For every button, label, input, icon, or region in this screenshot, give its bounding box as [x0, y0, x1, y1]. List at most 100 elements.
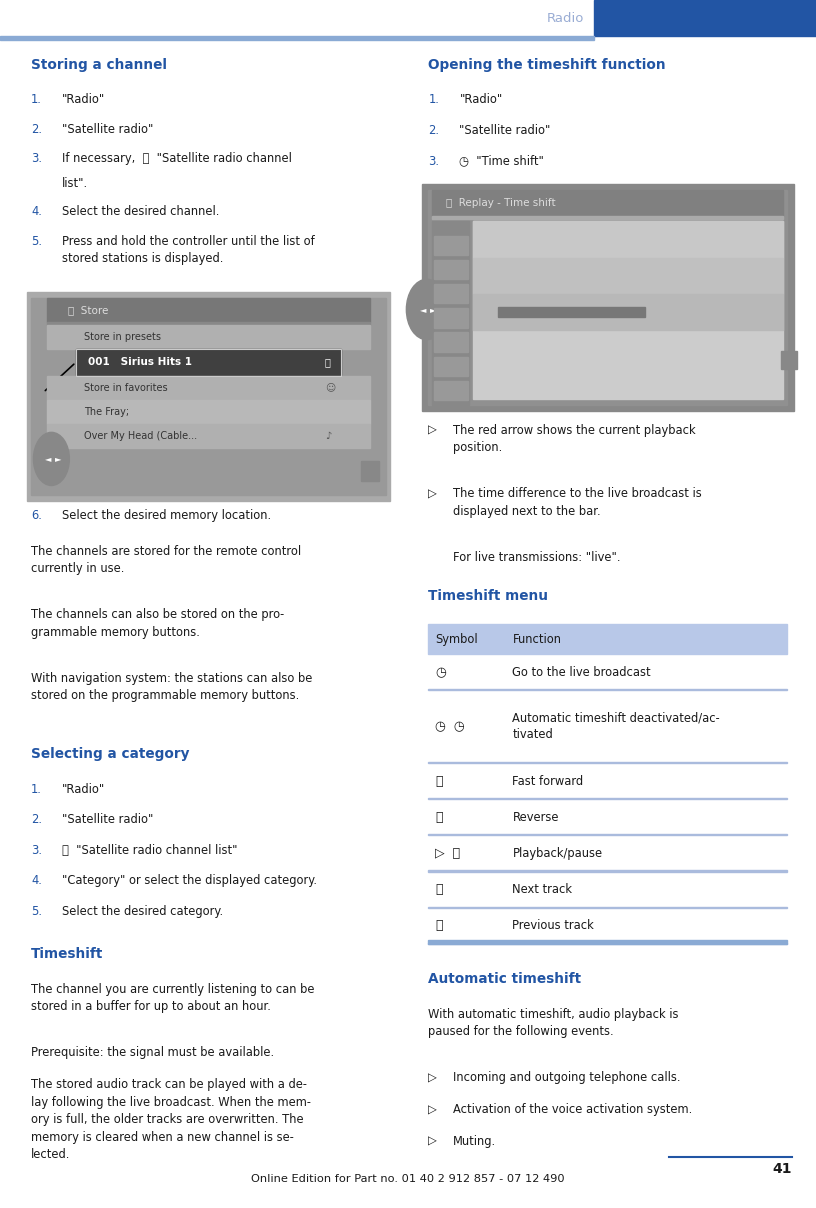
Text: ►: ►	[55, 454, 61, 464]
Text: Chasing Cars: Chasing Cars	[502, 271, 575, 280]
Text: Incoming and outgoing telephone calls.: Incoming and outgoing telephone calls.	[453, 1071, 681, 1085]
Bar	[428, 798, 787, 800]
Text: Select the desired category.: Select the desired category.	[62, 905, 223, 918]
Text: Reverse: Reverse	[512, 811, 559, 824]
Bar	[473, 221, 783, 257]
Bar	[594, 0, 816, 36]
Text: The channels are stored for the remote control
currently in use.: The channels are stored for the remote c…	[31, 545, 301, 575]
Text: Store in presets: Store in presets	[84, 332, 161, 342]
Circle shape	[33, 432, 69, 486]
Bar	[473, 257, 783, 294]
Text: 3.: 3.	[31, 152, 42, 165]
Bar	[428, 763, 787, 800]
Text: Fast forward: Fast forward	[512, 774, 583, 788]
Text: ▷: ▷	[428, 1071, 437, 1085]
Text: ⏮: ⏮	[435, 919, 442, 933]
Text: Prerequisite: the signal must be available.: Prerequisite: the signal must be availab…	[31, 1046, 274, 1059]
Text: Over My Head (Cable...: Over My Head (Cable...	[84, 431, 197, 441]
Bar	[473, 294, 783, 330]
Text: 1.: 1.	[428, 93, 439, 106]
Text: If necessary,  ⛅  "Satellite radio channel: If necessary, ⛅ "Satellite radio channel	[62, 152, 292, 165]
Bar	[432, 221, 469, 405]
Text: The channel you are currently listening to can be
stored in a buffer for up to a: The channel you are currently listening …	[31, 983, 314, 1014]
Text: Storing a channel: Storing a channel	[31, 58, 167, 72]
Text: ◄: ◄	[420, 304, 427, 314]
Text: For live transmissions: "live".: For live transmissions: "live".	[453, 551, 620, 564]
Text: ◷  ◷: ◷ ◷	[435, 720, 464, 733]
Bar	[473, 221, 783, 399]
Text: 2.: 2.	[31, 813, 42, 826]
Bar	[428, 800, 787, 836]
Text: Entertainment: Entertainment	[601, 12, 708, 24]
Bar	[428, 871, 787, 872]
Text: 5.: 5.	[31, 234, 42, 248]
Text: ►: ►	[430, 304, 437, 314]
Text: Activation of the voice activation system.: Activation of the voice activation syste…	[453, 1103, 692, 1116]
Text: 2.: 2.	[31, 123, 42, 135]
Bar	[31, 298, 386, 495]
Text: ⛅  Replay - Time shift: ⛅ Replay - Time shift	[446, 198, 556, 208]
Text: Timeshift: Timeshift	[31, 947, 104, 962]
Text: Next track: Next track	[512, 883, 573, 896]
Text: 4.: 4.	[31, 205, 42, 219]
Text: ⛅  "Satellite radio channel list": ⛅ "Satellite radio channel list"	[62, 843, 237, 856]
Text: 5.: 5.	[31, 905, 42, 918]
Bar	[434, 381, 468, 400]
Text: "Satellite radio": "Satellite radio"	[62, 123, 153, 135]
Text: 3.: 3.	[31, 843, 42, 856]
Text: Select the desired channel.: Select the desired channel.	[62, 205, 220, 219]
Bar	[361, 461, 379, 481]
Text: ▷: ▷	[428, 424, 437, 437]
Text: ♪: ♪	[483, 271, 490, 280]
Text: The channels can also be stored on the pro‐
grammable memory buttons.: The channels can also be stored on the p…	[31, 609, 284, 639]
Text: The stored audio track can be played with a de‐
lay following the live broadcast: The stored audio track can be played wit…	[31, 1079, 311, 1161]
Text: Playback/pause: Playback/pause	[512, 847, 602, 860]
Bar	[428, 872, 787, 908]
Text: With automatic timeshift, audio playback is
paused for the following events.: With automatic timeshift, audio playback…	[428, 1007, 679, 1038]
Bar	[422, 184, 794, 411]
Text: 6.: 6.	[31, 510, 42, 522]
Bar	[434, 260, 468, 279]
Text: Automatic timeshift deactivated/ac-
tivated: Automatic timeshift deactivated/ac- tiva…	[512, 712, 721, 742]
Bar	[428, 190, 787, 405]
Bar	[0, 36, 594, 40]
Bar	[498, 307, 645, 316]
Bar	[47, 376, 370, 400]
Text: 2.: 2.	[428, 124, 439, 137]
Text: The Fray;: The Fray;	[84, 407, 129, 417]
Text: ☺: ☺	[325, 383, 335, 393]
Bar	[434, 308, 468, 327]
Text: ◷  "Time shift": ◷ "Time shift"	[459, 155, 544, 168]
Text: 001   Sirius Hits 1: 001 Sirius Hits 1	[88, 358, 192, 367]
Text: 41: 41	[772, 1162, 792, 1177]
Text: Select the desired memory location.: Select the desired memory location.	[62, 510, 271, 522]
Bar	[781, 350, 797, 368]
Text: "Radio": "Radio"	[62, 93, 105, 106]
Text: ⏪: ⏪	[435, 811, 442, 824]
Text: ◷: ◷	[483, 307, 491, 316]
Circle shape	[406, 279, 447, 339]
Bar	[434, 284, 468, 303]
Text: Function: Function	[512, 633, 561, 645]
Text: ▷: ▷	[428, 1136, 437, 1148]
Bar	[432, 190, 783, 216]
Bar	[47, 325, 370, 349]
Bar	[428, 655, 787, 691]
Text: "Satellite radio": "Satellite radio"	[459, 124, 551, 137]
Text: Go to the live broadcast: Go to the live broadcast	[512, 666, 651, 679]
Bar	[47, 298, 370, 323]
Bar	[434, 236, 468, 255]
Text: ⏭: ⏭	[435, 883, 442, 896]
Text: Symbol: Symbol	[435, 633, 477, 645]
Text: ⎉: ⎉	[325, 358, 330, 367]
Text: 1.: 1.	[31, 93, 42, 106]
Bar	[428, 907, 787, 908]
Text: Radio: Radio	[547, 12, 584, 24]
Text: Snow Patrol: Snow Patrol	[502, 234, 567, 244]
Bar	[428, 691, 787, 763]
Text: Muting.: Muting.	[453, 1136, 496, 1148]
Text: Online Edition for Part no. 01 40 2 912 857 - 07 12 490: Online Edition for Part no. 01 40 2 912 …	[251, 1174, 565, 1184]
Text: ◄: ◄	[45, 454, 51, 464]
Text: Opening the timeshift function: Opening the timeshift function	[428, 58, 666, 72]
Text: Selecting a category: Selecting a category	[31, 748, 189, 761]
